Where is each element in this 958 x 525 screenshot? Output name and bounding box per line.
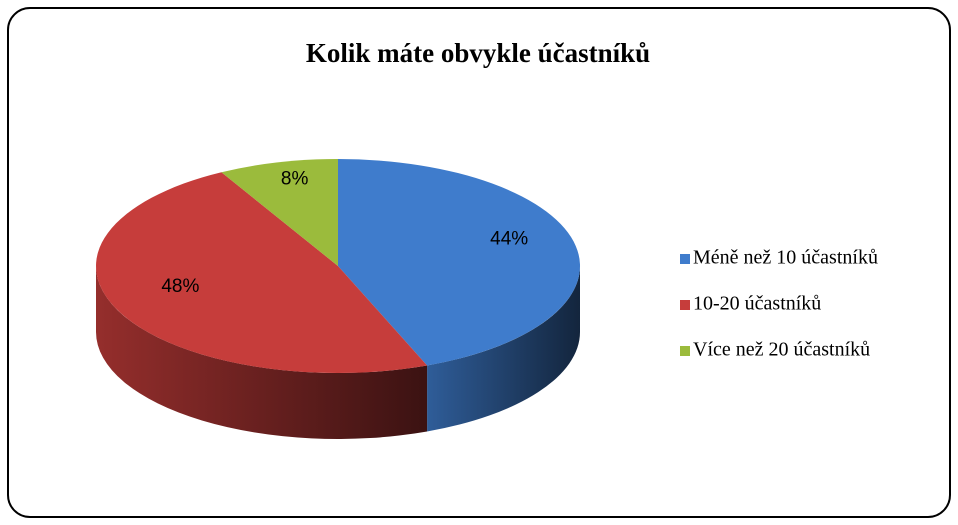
- legend-swatch: [680, 254, 690, 264]
- data-label: 8%: [281, 168, 309, 189]
- legend-label: 10-20 účastníků: [693, 293, 821, 315]
- slice: [96, 172, 428, 374]
- legend-swatch: [680, 300, 690, 310]
- legend-label: Více než 20 účastníků: [693, 339, 870, 361]
- legend-label: Méně než 10 účastníků: [693, 247, 878, 269]
- data-label: 44%: [490, 229, 528, 250]
- legend-swatch: [680, 346, 690, 356]
- slice: [338, 159, 581, 366]
- data-label: 48%: [161, 276, 199, 297]
- slice-side: [427, 266, 581, 432]
- chart-title: Kolik máte obvykle účastníků: [306, 38, 650, 68]
- slice-side: [96, 266, 428, 440]
- slice: [221, 159, 338, 266]
